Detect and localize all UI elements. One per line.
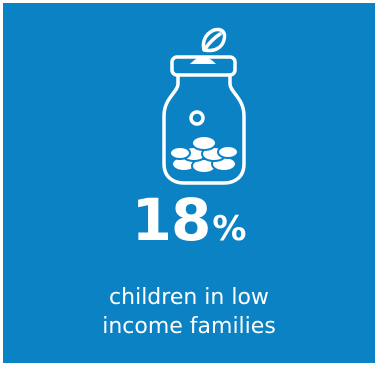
coin-jar-icon: [162, 27, 246, 185]
stat-card: 18% children in low income families: [3, 3, 375, 363]
stat-caption: children in low income families: [3, 283, 375, 341]
stat-unit: %: [212, 209, 247, 249]
stat-value: 18: [131, 186, 212, 254]
statistic: 18%: [3, 191, 375, 249]
caption-line-2: income families: [102, 314, 276, 339]
caption-line-1: children in low: [109, 285, 269, 310]
